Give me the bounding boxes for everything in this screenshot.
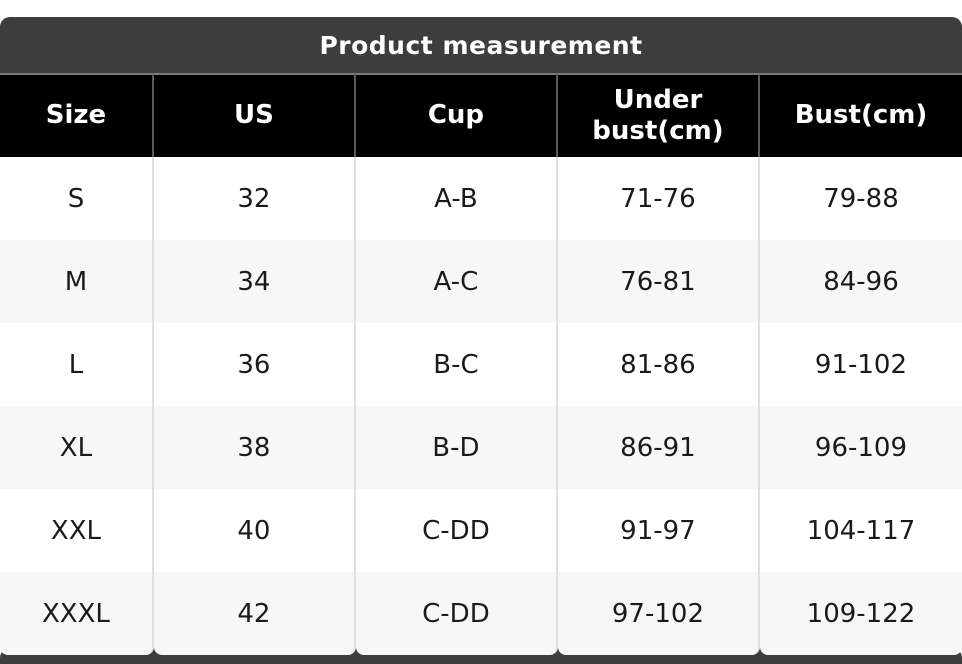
table-cell: 109-122 <box>759 572 962 655</box>
table-row-xxxl: XXXL 42 C-DD 97-102 109-122 <box>0 572 962 655</box>
table-cell: 86-91 <box>557 406 760 489</box>
table-row-m: M 34 A-C 76-81 84-96 <box>0 240 962 323</box>
table-cell: 32 <box>153 157 356 240</box>
table-row-l: L 36 B-C 81-86 91-102 <box>0 323 962 406</box>
column-header-cup: Cup <box>355 73 558 157</box>
table-cell: 104-117 <box>759 489 962 572</box>
table-cell: 91-102 <box>759 323 962 406</box>
table-cell: 36 <box>153 323 356 406</box>
table-cell: 76-81 <box>557 240 760 323</box>
table-cell: A-B <box>355 157 558 240</box>
table-cell: 40 <box>153 489 356 572</box>
table-cell: XXL <box>0 489 154 572</box>
table-cell: 97-102 <box>557 572 760 655</box>
table-cell: XL <box>0 406 154 489</box>
table-cell: M <box>0 240 154 323</box>
table-cell: A-C <box>355 240 558 323</box>
table-title: Product measurement <box>319 30 643 60</box>
table-cell: 34 <box>153 240 356 323</box>
table-cell: 79-88 <box>759 157 962 240</box>
table-cell: C-DD <box>355 489 558 572</box>
column-header-size: Size <box>0 73 154 157</box>
table-cell: 81-86 <box>557 323 760 406</box>
column-header-underbust: Under bust(cm) <box>557 73 760 157</box>
table-cell: L <box>0 323 154 406</box>
table-cell: 84-96 <box>759 240 962 323</box>
table-cell: XXXL <box>0 572 154 655</box>
column-header-us: US <box>153 73 356 157</box>
table-body: S 32 A-B 71-76 79-88 M 34 A-C 76-81 84-9… <box>0 157 962 655</box>
table-title-bar: Product measurement <box>0 17 962 73</box>
table-cell: B-D <box>355 406 558 489</box>
table-cell: 71-76 <box>557 157 760 240</box>
table-cell: 96-109 <box>759 406 962 489</box>
table-row-xxl: XXL 40 C-DD 91-97 104-117 <box>0 489 962 572</box>
table-header: Size US Cup Under bust(cm) Bust(cm) <box>0 73 962 157</box>
table-cell: 42 <box>153 572 356 655</box>
table-cell: 38 <box>153 406 356 489</box>
table-row-s: S 32 A-B 71-76 79-88 <box>0 157 962 240</box>
table-cell: 91-97 <box>557 489 760 572</box>
table-cell: C-DD <box>355 572 558 655</box>
table-cell: S <box>0 157 154 240</box>
column-header-bust: Bust(cm) <box>759 73 962 157</box>
header-row: Size US Cup Under bust(cm) Bust(cm) <box>0 73 962 157</box>
table-cell: B-C <box>355 323 558 406</box>
product-measurement-table: Size US Cup Under bust(cm) Bust(cm) S 32… <box>0 73 962 655</box>
table-row-xl: XL 38 B-D 86-91 96-109 <box>0 406 962 489</box>
